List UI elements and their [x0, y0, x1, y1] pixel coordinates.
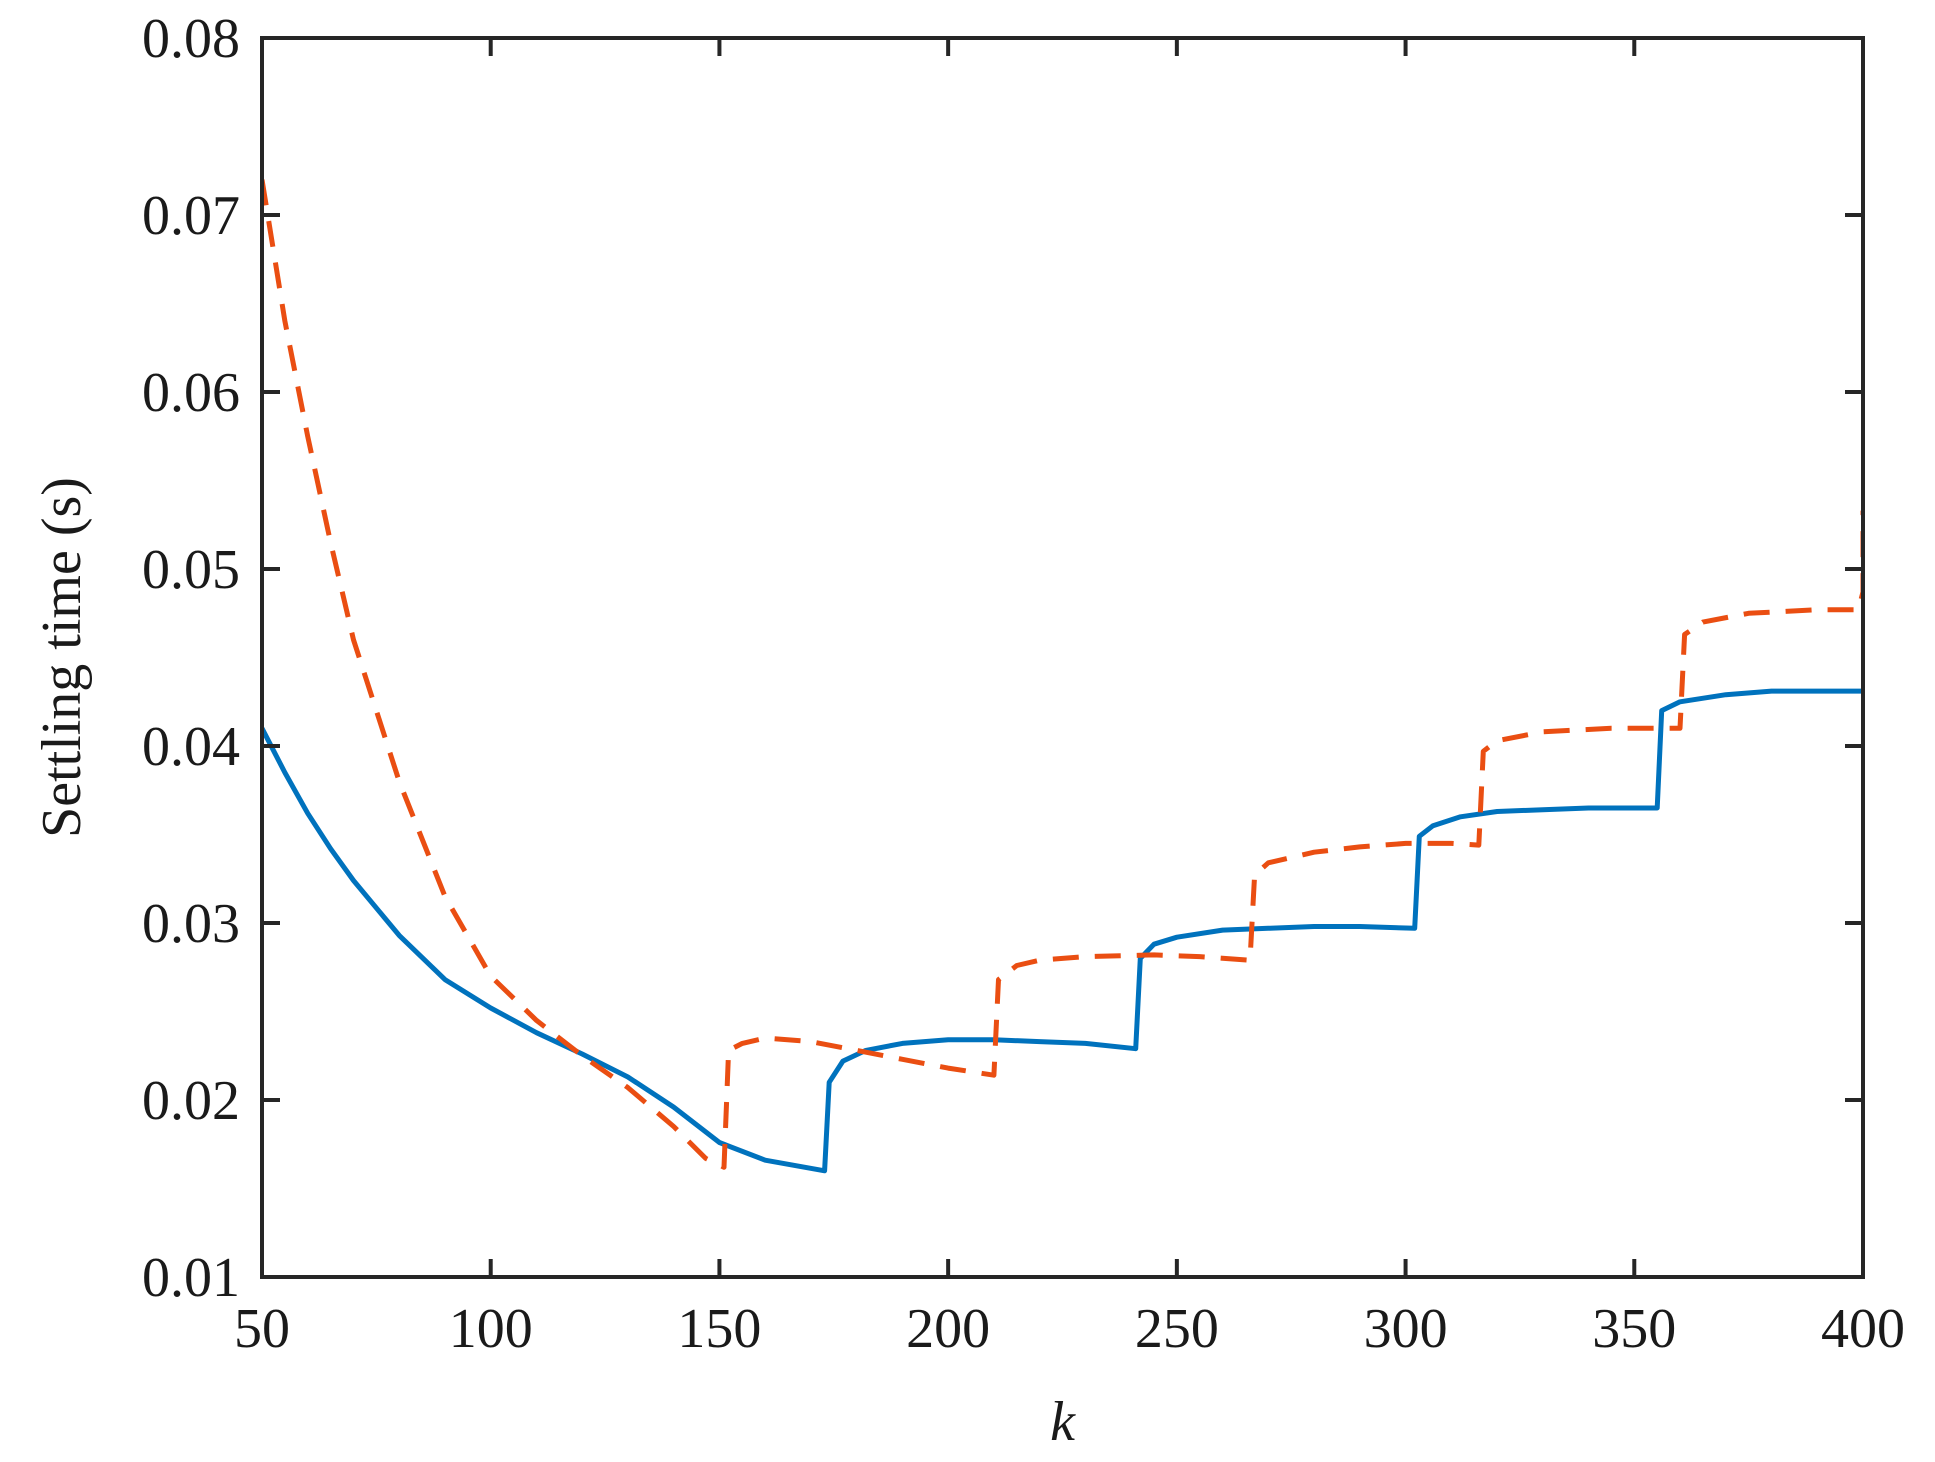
tick-labels-layer: 50 100 150 200 250 300 350 400 0.01 0.02 0.03 0.04 0… [142, 8, 1905, 1360]
y-tick-label: 0.07 [142, 185, 240, 247]
y-tick-label: 0.06 [142, 362, 240, 424]
x-tick-label: 400 [1821, 1298, 1905, 1360]
series-layer [262, 179, 1863, 1174]
y-tick-label: 0.02 [142, 1070, 240, 1132]
plot-frame [260, 36, 1865, 1279]
x-tick-label: 350 [1592, 1298, 1676, 1360]
y-tick-label: 0.03 [142, 893, 240, 955]
x-tick-label: 200 [906, 1298, 990, 1360]
y-tick-label: 0.04 [142, 716, 240, 778]
y-axis-label: Settling time (s) [31, 477, 93, 838]
x-tick-label: 300 [1364, 1298, 1448, 1360]
series-line-1 [262, 688, 1863, 1174]
x-tick-label: 150 [677, 1298, 761, 1360]
x-tick-label: 250 [1135, 1298, 1219, 1360]
ticks-layer [260, 36, 1865, 1279]
y-tick-label: 0.08 [142, 8, 240, 70]
y-tick-label: 0.01 [142, 1247, 240, 1309]
y-tick-label: 0.05 [142, 539, 240, 601]
series-line-2 [262, 179, 1863, 1170]
x-tick-label: 100 [449, 1298, 533, 1360]
x-tick-label: 50 [234, 1298, 290, 1360]
x-axis-label: k [1050, 1391, 1076, 1453]
